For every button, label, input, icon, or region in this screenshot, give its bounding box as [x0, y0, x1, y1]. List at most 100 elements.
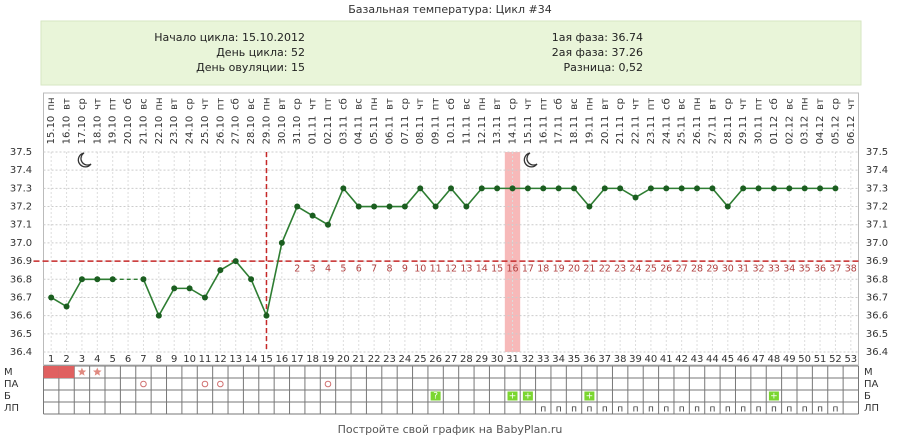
y-tick-label-right: 37.2 — [866, 202, 888, 213]
y-tick-label-right: 37.4 — [866, 165, 888, 176]
x-tick-label: 23 — [383, 354, 396, 365]
date-label: 01.12 — [769, 116, 780, 145]
temperature-point — [524, 185, 531, 192]
info-text: День овуляции: 15 — [196, 61, 305, 74]
temperature-point — [663, 185, 670, 192]
row-label-right: М — [864, 367, 873, 378]
x-tick-label: 44 — [706, 354, 719, 365]
phase-day-label: 18 — [537, 264, 549, 275]
temperature-point — [63, 303, 70, 310]
phase-day-label: 17 — [522, 264, 534, 275]
row-mark-text: + — [586, 392, 594, 402]
temperature-point — [432, 203, 439, 210]
row-mark-text: п — [602, 405, 608, 415]
phase-day-label: 8 — [386, 264, 392, 275]
weekday-label: ср — [830, 98, 841, 110]
weekday-label: чт — [415, 98, 426, 110]
x-tick-label: 34 — [552, 354, 565, 365]
temperature-point — [94, 276, 101, 283]
phase-day-label: 37 — [829, 264, 841, 275]
x-tick-label: 17 — [291, 354, 304, 365]
x-tick-label: 52 — [829, 354, 842, 365]
row-label-right: ПА — [864, 379, 879, 390]
weekday-label: ср — [292, 98, 303, 110]
row-mark-text: п — [663, 405, 669, 415]
footer: Постройте свой график на BabyPlan.ru — [338, 423, 563, 436]
temperature-point — [48, 294, 55, 301]
test-cell — [584, 391, 595, 401]
weekday-label: вт — [815, 98, 826, 110]
weekday-label: вт — [277, 98, 288, 110]
temperature-point — [571, 185, 578, 192]
y-tick-label-right: 36.8 — [866, 274, 888, 285]
phase-day-label: 33 — [768, 264, 780, 275]
weekday-label: пт — [431, 98, 442, 111]
x-tick-label: 24 — [399, 354, 412, 365]
date-label: 31.10 — [292, 116, 303, 145]
x-tick-label: 22 — [368, 354, 381, 365]
x-tick-label: 18 — [306, 354, 319, 365]
temperature-point — [186, 285, 193, 292]
temperature-point — [601, 185, 608, 192]
x-tick-label: 43 — [691, 354, 704, 365]
test-cell — [522, 391, 533, 401]
date-label: 22.11 — [631, 116, 642, 145]
weekday-label: вс — [784, 98, 795, 109]
row-mark-text: п — [694, 405, 700, 415]
phase-day-label: 36 — [814, 264, 826, 275]
temperature-point — [171, 285, 178, 292]
phase-day-label: 19 — [553, 264, 565, 275]
date-label: 17.11 — [554, 116, 565, 145]
pa-circle — [324, 380, 332, 388]
phase-day-label: 38 — [845, 264, 857, 275]
info: Начало цикла: 15.10.2012 День цикла: 52 … — [154, 31, 643, 74]
temperature-point — [678, 185, 685, 192]
date-label: 23.11 — [646, 116, 657, 145]
temperature-point — [355, 203, 362, 210]
info-box — [40, 20, 862, 86]
date-label: 11.11 — [461, 116, 472, 145]
pa-circle — [201, 380, 209, 388]
weekday-label: вс — [461, 98, 472, 109]
y-tick-label-right: 36.6 — [866, 311, 888, 322]
date-label: 28.11 — [723, 116, 734, 145]
weekday-label: чт — [308, 98, 319, 110]
row-mark-text: п — [740, 405, 746, 415]
moon-icon — [523, 152, 538, 168]
phase-day-label: 13 — [460, 264, 472, 275]
date-label: 10.11 — [446, 116, 457, 145]
temperature-point — [294, 203, 301, 210]
temperature-point — [740, 185, 747, 192]
phase-day-label: 28 — [691, 264, 703, 275]
row-label: ПА — [4, 379, 19, 390]
x-tick-label: 31 — [506, 354, 519, 365]
temperature-point — [217, 267, 224, 274]
date-label: 29.10 — [261, 116, 272, 145]
x-tick-label: 7 — [140, 354, 146, 365]
x-tick-label: 25 — [414, 354, 427, 365]
date-label: 19.10 — [108, 116, 119, 145]
date-label: 15.10 — [46, 116, 57, 145]
weekday-label: вс — [354, 98, 365, 109]
temperature-point — [386, 203, 393, 210]
temperature-point — [832, 185, 839, 192]
row-mark-text: п — [725, 405, 731, 415]
weekday-label: вт — [600, 98, 611, 110]
y-tick-label: 36.9 — [10, 256, 32, 267]
x-tick-label: 29 — [475, 354, 488, 365]
temperature-point — [324, 221, 331, 228]
y-tick-label-right: 36.9 — [866, 256, 888, 267]
x-tick-label: 15 — [260, 354, 273, 365]
x-tick-label: 2 — [63, 354, 69, 365]
phase-day-label: 21 — [583, 264, 595, 275]
date-label: 24.11 — [661, 116, 672, 145]
row-label: М — [4, 367, 13, 378]
x-tick-label: 1 — [48, 354, 54, 365]
weekday-label: пн — [800, 97, 811, 110]
phase-day-label: 6 — [356, 264, 362, 275]
row-mark-text: ? — [433, 392, 438, 402]
phase-day-label: 3 — [310, 264, 316, 275]
row-mark-text: п — [648, 405, 654, 415]
weekday-label: чт — [92, 98, 103, 110]
